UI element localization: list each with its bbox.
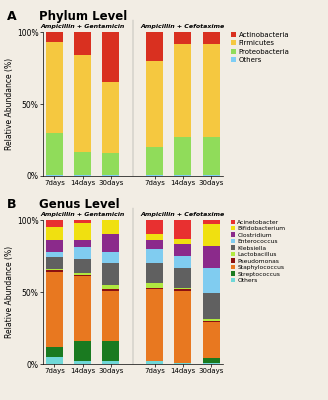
Bar: [174, 256, 192, 268]
Bar: [74, 276, 91, 341]
Bar: [174, 44, 192, 137]
Text: B: B: [7, 198, 16, 211]
Legend: Actinobacteria, Firmicutes, Proteobacteria, Others: Actinobacteria, Firmicutes, Proteobacter…: [229, 29, 293, 66]
Bar: [46, 240, 63, 252]
Bar: [46, 32, 63, 42]
Bar: [203, 32, 220, 44]
Bar: [203, 322, 220, 358]
Bar: [102, 341, 119, 361]
Bar: [46, 252, 63, 258]
Bar: [102, 290, 119, 341]
Y-axis label: Relative Abundance (%): Relative Abundance (%): [5, 58, 14, 150]
Bar: [74, 55, 91, 152]
Bar: [74, 273, 91, 275]
Bar: [74, 247, 91, 259]
Bar: [46, 42, 63, 133]
Bar: [174, 220, 192, 239]
Bar: [174, 288, 192, 289]
Bar: [146, 361, 163, 364]
Bar: [74, 275, 91, 276]
Bar: [102, 234, 119, 252]
Bar: [146, 283, 163, 288]
Bar: [74, 152, 91, 174]
Bar: [46, 270, 63, 272]
Bar: [174, 290, 192, 362]
Bar: [74, 223, 91, 240]
Bar: [146, 147, 163, 174]
Bar: [203, 246, 220, 268]
Bar: [46, 347, 63, 357]
Bar: [174, 244, 192, 256]
Legend: Acinetobacter, Bifidobacterium, Clostridium, Enterococcus, Klebsiella, Lactobaci: Acinetobacter, Bifidobacterium, Clostrid…: [229, 217, 288, 286]
Bar: [46, 174, 63, 176]
Bar: [146, 288, 163, 289]
Bar: [74, 32, 91, 55]
Bar: [146, 61, 163, 147]
Bar: [146, 234, 163, 240]
Bar: [174, 32, 192, 44]
Bar: [102, 361, 119, 364]
Bar: [203, 321, 220, 322]
Bar: [146, 220, 163, 234]
Bar: [203, 362, 220, 364]
Bar: [102, 82, 119, 153]
Bar: [203, 220, 220, 224]
Bar: [203, 174, 220, 176]
Bar: [146, 174, 163, 176]
Bar: [102, 285, 119, 289]
Bar: [74, 259, 91, 273]
Bar: [46, 227, 63, 240]
Bar: [203, 137, 220, 174]
Bar: [174, 289, 192, 290]
Bar: [46, 258, 63, 269]
Text: Ampicillin + Gentamicin: Ampicillin + Gentamicin: [41, 24, 125, 29]
Bar: [74, 240, 91, 247]
Bar: [102, 174, 119, 176]
Bar: [174, 137, 192, 174]
Bar: [74, 341, 91, 361]
Text: A: A: [7, 10, 16, 23]
Bar: [174, 174, 192, 176]
Bar: [102, 252, 119, 263]
Bar: [203, 319, 220, 321]
Text: Ampicillin + Gentamicin: Ampicillin + Gentamicin: [41, 212, 125, 217]
Bar: [46, 272, 63, 347]
Bar: [146, 249, 163, 263]
Bar: [203, 44, 220, 137]
Bar: [102, 263, 119, 285]
Bar: [46, 357, 63, 364]
Bar: [203, 224, 220, 246]
Bar: [203, 294, 220, 319]
Bar: [102, 220, 119, 234]
Bar: [174, 362, 192, 364]
Bar: [74, 174, 91, 176]
Bar: [146, 289, 163, 361]
Bar: [146, 240, 163, 249]
Bar: [102, 153, 119, 174]
Text: Ampicillin + Cefotaxime: Ampicillin + Cefotaxime: [141, 24, 225, 29]
Text: Phylum Level: Phylum Level: [39, 10, 128, 23]
Bar: [46, 220, 63, 227]
Bar: [102, 289, 119, 290]
Bar: [74, 361, 91, 364]
Bar: [46, 269, 63, 270]
Text: Ampicillin + Cefotaxime: Ampicillin + Cefotaxime: [141, 212, 225, 217]
Bar: [46, 133, 63, 174]
Bar: [174, 268, 192, 288]
Bar: [203, 358, 220, 362]
Bar: [74, 220, 91, 223]
Text: Genus Level: Genus Level: [39, 198, 120, 211]
Y-axis label: Relative Abundance (%): Relative Abundance (%): [5, 246, 14, 338]
Bar: [174, 239, 192, 244]
Bar: [203, 268, 220, 294]
Bar: [146, 263, 163, 283]
Bar: [146, 32, 163, 61]
Bar: [102, 32, 119, 82]
